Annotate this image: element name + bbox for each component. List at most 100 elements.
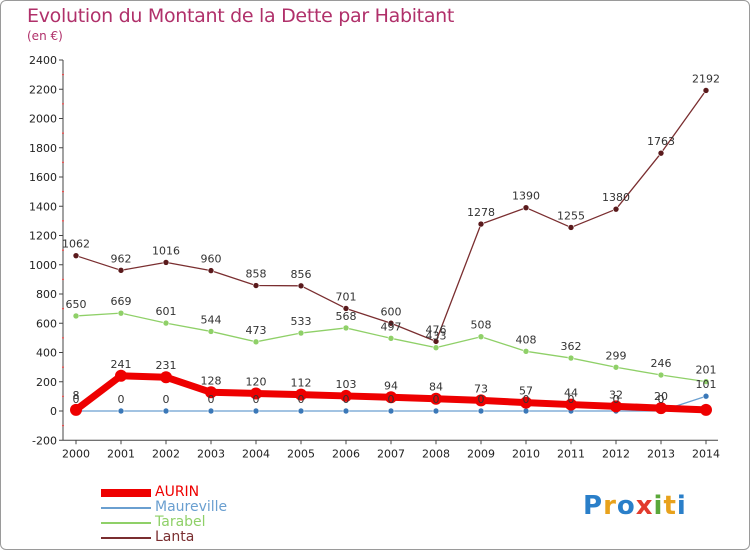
data-point-aurin [160, 371, 172, 384]
data-point-maureville [252, 407, 260, 415]
logo-letter: i [653, 491, 664, 521]
data-label-maureville: 0 [73, 393, 80, 406]
y-minor-tick [62, 278, 64, 281]
data-point-tarabel [387, 335, 395, 342]
y-tick-label: 400 [36, 347, 57, 360]
y-minor-tick [62, 219, 64, 222]
legend-swatch-lanta [101, 537, 151, 539]
y-minor-tick [62, 395, 64, 398]
data-label-lanta: 2192 [692, 72, 720, 85]
legend-swatch-aurin [101, 489, 151, 497]
x-tick-label: 2001 [107, 447, 135, 460]
data-point-maureville [207, 407, 215, 415]
x-tick-label: 2013 [647, 447, 675, 460]
y-minor-tick [62, 366, 64, 369]
legend-item-aurin: AURIN [101, 484, 301, 500]
data-label-maureville: 0 [658, 393, 665, 406]
y-minor-tick [62, 102, 64, 105]
x-tick-label: 2010 [512, 447, 540, 460]
y-tick-label: 800 [36, 288, 57, 301]
data-point-lanta [162, 259, 170, 266]
data-label-maureville: 0 [118, 393, 125, 406]
x-tick-label: 2005 [287, 447, 315, 460]
data-label-lanta: 1062 [62, 238, 90, 251]
data-point-lanta [522, 204, 530, 212]
data-label-maureville: 0 [388, 393, 395, 406]
legend-swatch-maureville [101, 507, 151, 509]
data-point-tarabel [252, 338, 260, 346]
data-label-lanta: 1278 [467, 206, 495, 219]
proxiti-logo: Proxiti [583, 491, 687, 521]
data-point-aurin [475, 394, 487, 407]
data-point-aurin [205, 386, 217, 399]
y-tick-label: 2200 [29, 83, 57, 96]
legend-item-tarabel: Tarabel [101, 514, 301, 530]
data-point-aurin [655, 402, 667, 415]
data-label-aurin: 73 [474, 382, 488, 395]
data-label-aurin: 231 [156, 359, 177, 372]
data-point-maureville [702, 392, 710, 400]
data-label-lanta: 960 [201, 253, 222, 266]
y-tick-label: 1000 [29, 259, 57, 272]
data-point-lanta [252, 282, 260, 289]
y-tick-label: 1800 [29, 142, 57, 155]
legend: AURIN Maureville Tarabel Lanta [101, 484, 301, 545]
y-tick-label: 1400 [29, 200, 57, 213]
data-point-tarabel [567, 354, 575, 362]
data-label-tarabel: 299 [606, 349, 627, 362]
data-label-tarabel: 246 [651, 357, 672, 370]
x-tick-label: 2002 [152, 447, 180, 460]
data-point-maureville [117, 407, 125, 415]
data-point-lanta [657, 149, 665, 157]
data-label-aurin: 94 [384, 379, 398, 392]
logo-letter: r [603, 491, 617, 521]
data-label-aurin: 128 [201, 374, 222, 387]
data-point-aurin [115, 369, 127, 382]
data-label-aurin: 120 [246, 375, 267, 388]
y-tick-label: 2000 [29, 113, 57, 126]
legend-item-maureville: Maureville [101, 499, 301, 515]
data-label-tarabel: 408 [516, 333, 537, 346]
data-label-tarabel: 201 [696, 364, 717, 377]
data-label-maureville: 0 [298, 393, 305, 406]
data-point-aurin [520, 396, 532, 409]
legend-label-lanta: Lanta [155, 529, 195, 545]
data-label-maureville: 0 [433, 393, 440, 406]
data-label-aurin: 103 [336, 378, 357, 391]
data-point-maureville [342, 407, 350, 415]
y-tick-label: 2400 [29, 54, 57, 67]
x-tick-label: 2011 [557, 447, 585, 460]
data-label-tarabel: 508 [471, 319, 492, 332]
y-tick-label: 0 [50, 405, 57, 418]
x-tick-label: 2009 [467, 447, 495, 460]
data-point-tarabel [702, 378, 710, 385]
x-tick-label: 2004 [242, 447, 270, 460]
data-label-lanta: 858 [246, 268, 267, 281]
data-point-tarabel [117, 309, 125, 317]
data-label-maureville: 0 [613, 393, 620, 406]
y-tick-label: 1200 [29, 230, 57, 243]
data-point-aurin [70, 403, 82, 416]
data-point-tarabel [522, 348, 530, 355]
data-point-tarabel [657, 371, 665, 379]
data-label-maureville: 101 [696, 378, 717, 391]
y-tick-label: 600 [36, 317, 57, 330]
legend-label-tarabel: Tarabel [155, 514, 206, 530]
data-point-lanta [297, 282, 305, 290]
data-label-maureville: 0 [208, 393, 215, 406]
data-label-tarabel: 473 [246, 324, 267, 337]
data-label-maureville: 0 [568, 393, 575, 406]
legend-item-lanta: Lanta [101, 529, 301, 545]
data-point-tarabel [162, 319, 170, 327]
data-point-tarabel [297, 329, 305, 337]
y-tick-label: 1600 [29, 171, 57, 184]
data-point-maureville [477, 407, 485, 415]
x-tick-label: 2000 [62, 447, 90, 460]
data-label-tarabel: 362 [561, 340, 582, 353]
data-label-aurin: 241 [111, 358, 132, 371]
data-point-maureville [522, 407, 530, 415]
data-point-tarabel [72, 312, 80, 320]
x-tick-label: 2006 [332, 447, 360, 460]
